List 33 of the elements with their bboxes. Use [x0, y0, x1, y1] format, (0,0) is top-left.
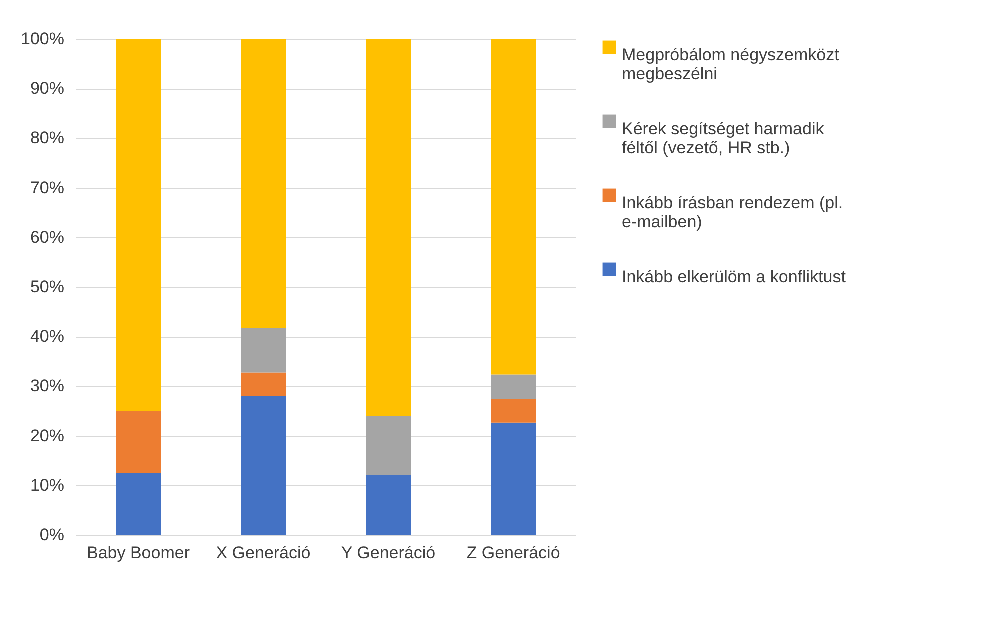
y-tick-label: 30%: [30, 376, 64, 396]
y-tick-label: 20%: [30, 426, 64, 446]
bar: [241, 372, 286, 396]
y-tick-label: 0%: [40, 526, 64, 544]
legend-label: Megpróbálom négyszemközt megbeszélni: [622, 46, 840, 84]
legend-label: Inkább írásban rendezem (pl. e-mailben): [622, 194, 844, 232]
bar: [116, 473, 161, 535]
x-tick-label: Y Generáció: [341, 544, 436, 562]
bar: [241, 396, 286, 535]
y-tick-label: 100%: [21, 30, 64, 48]
y-tick-label: 90%: [30, 79, 64, 98]
y-tick-label: 50%: [30, 278, 64, 296]
x-tick-label: Baby Boomer: [87, 544, 190, 562]
bar: [241, 39, 286, 328]
x-tick-label: X Generáció: [216, 544, 311, 562]
bar: [491, 374, 536, 400]
y-tick-label: 70%: [30, 178, 64, 198]
y-tick-label: 60%: [30, 228, 64, 247]
bar: [491, 422, 536, 535]
x-tick-label: Z Generáció: [466, 544, 560, 562]
y-tick-label: 10%: [30, 476, 64, 495]
y-tick-label: 40%: [30, 327, 64, 346]
bar: [366, 416, 411, 476]
legend-label: Inkább elkerülöm a konfliktust: [622, 268, 846, 286]
bar: [241, 328, 286, 373]
bar: [491, 39, 536, 375]
bar: [366, 39, 411, 416]
bar: [116, 411, 161, 473]
bar: [116, 39, 161, 411]
bar: [366, 475, 411, 535]
y-tick-label: 80%: [30, 128, 64, 148]
bar: [491, 399, 536, 423]
legend-label: Kérek segítséget harmadik féltől (vezető, HR stb.): [622, 120, 825, 158]
